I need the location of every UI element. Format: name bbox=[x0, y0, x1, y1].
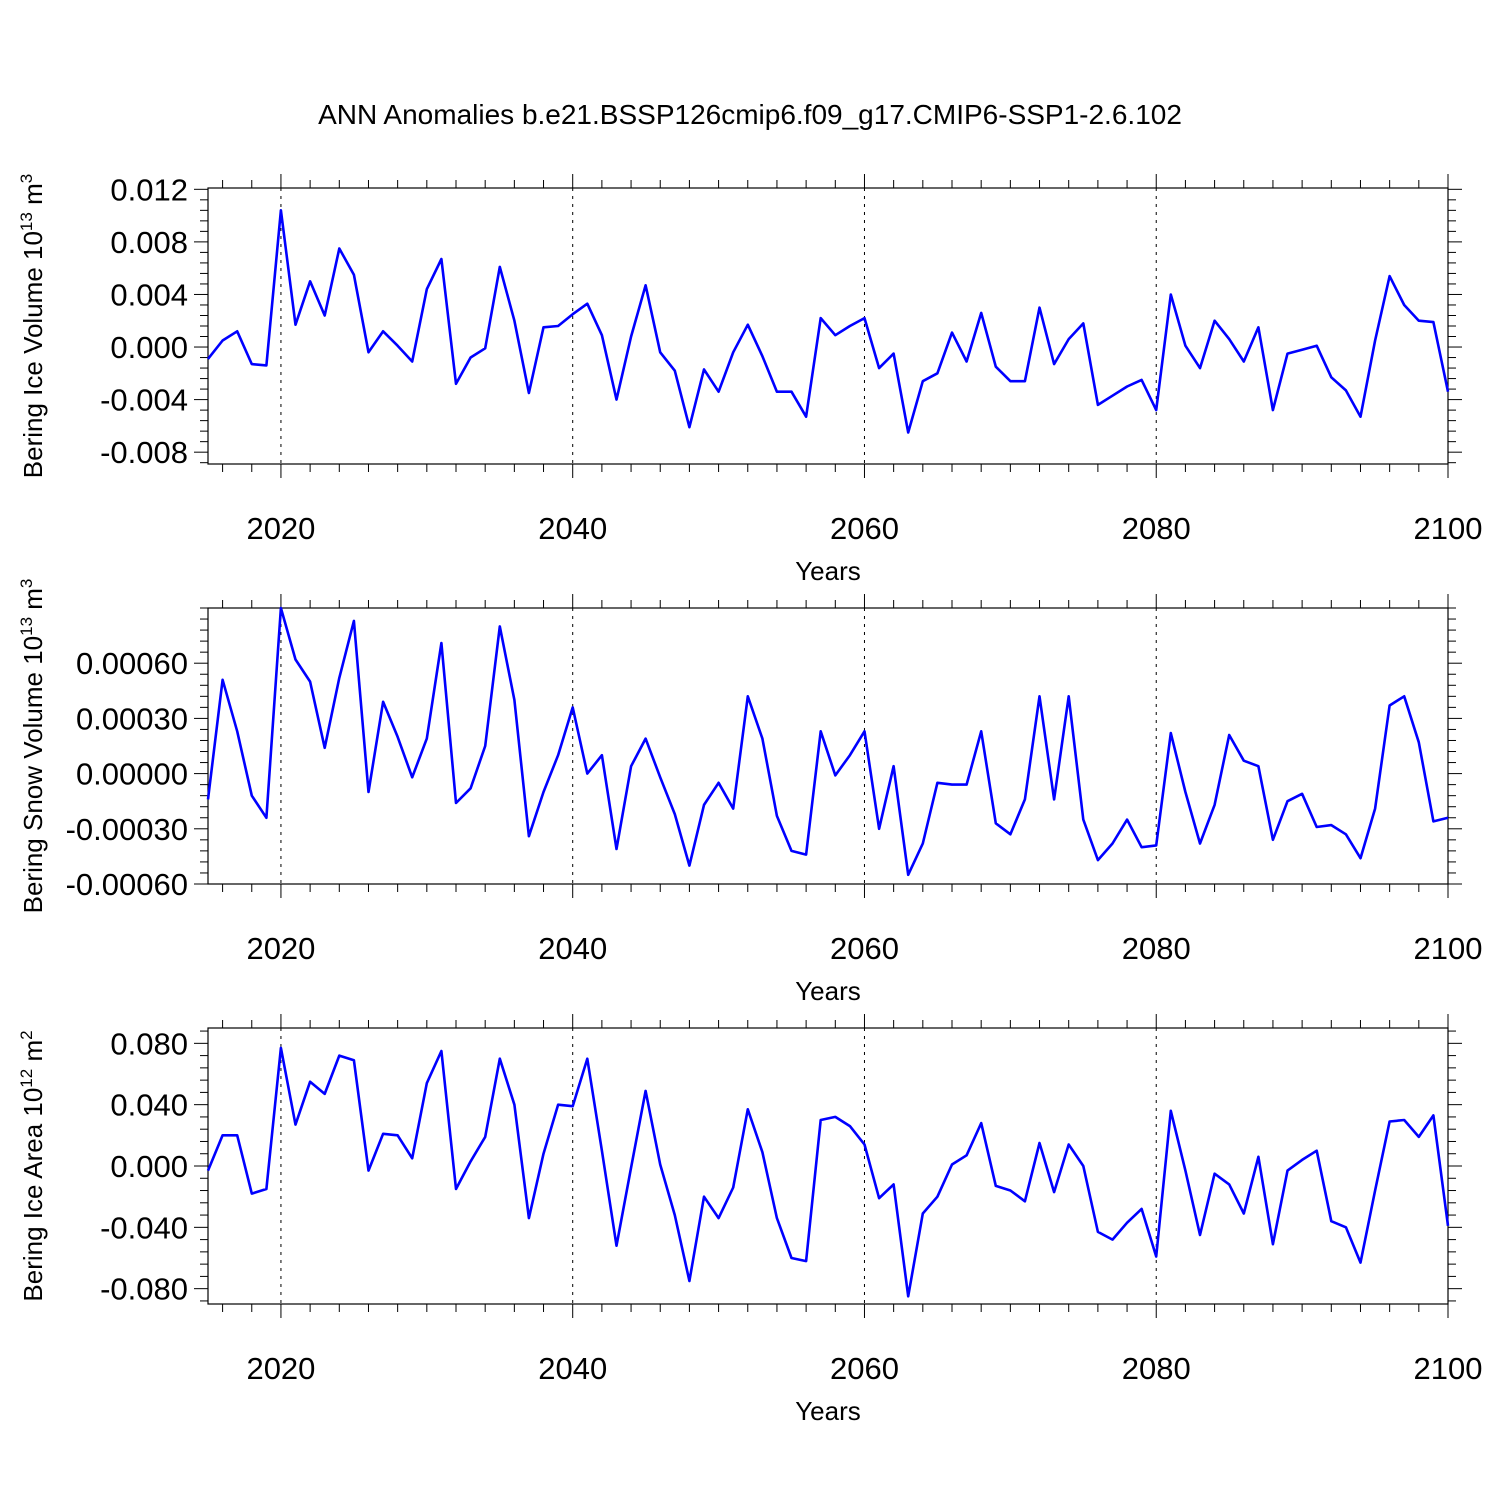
y-axis-title: Bering Ice Volume 1013 m3 bbox=[17, 174, 48, 478]
y-axis-title: Bering Ice Area 1012 m2 bbox=[17, 1030, 48, 1301]
y-axis-title-unit: m bbox=[18, 1040, 48, 1069]
x-tick-label: 2040 bbox=[538, 931, 607, 966]
x-tick-label: 2040 bbox=[538, 1351, 607, 1386]
y-tick-label: 0.00060 bbox=[76, 646, 188, 681]
x-tick-label: 2100 bbox=[1414, 511, 1483, 546]
y-axis-title-exponent: 12 bbox=[17, 1069, 36, 1088]
y-axis-title: Bering Snow Volume 1013 m3 bbox=[17, 579, 48, 914]
panel-3: 0.080 0.040 0.000 -0.040 -0.080 2020 2040 2060 2… bbox=[17, 1014, 1482, 1426]
y-axis-title-power: 3 bbox=[17, 579, 36, 588]
y-tick-label: 0.080 bbox=[110, 1026, 188, 1061]
x-tick-label: 2020 bbox=[246, 931, 315, 966]
x-tick-label: 2080 bbox=[1122, 511, 1191, 546]
x-tick-label: 2080 bbox=[1122, 1351, 1191, 1386]
x-tick-label: 2100 bbox=[1414, 1351, 1483, 1386]
plot-frame bbox=[207, 607, 1449, 885]
y-tick-label: 0.040 bbox=[110, 1088, 188, 1123]
y-axis-title-power: 2 bbox=[17, 1030, 36, 1039]
series-line bbox=[206, 606, 1449, 877]
x-tick-label: 2100 bbox=[1414, 931, 1483, 966]
x-axis-title: Years bbox=[795, 1396, 861, 1426]
y-axis-title-exponent: 13 bbox=[17, 212, 36, 231]
y-axis-title-text: Bering Ice Area 10 bbox=[18, 1088, 48, 1302]
y-axis-title-unit: m bbox=[18, 588, 48, 617]
y-tick-label: 0.00000 bbox=[76, 757, 188, 792]
y-axis-title-power: 3 bbox=[17, 174, 36, 183]
x-tick-label: 2060 bbox=[830, 511, 899, 546]
y-tick-label: -0.00060 bbox=[66, 867, 188, 902]
panel-1: 0.012 0.008 0.004 0.000 -0.004 -0.008 2020 2040… bbox=[17, 172, 1482, 586]
y-tick-label: -0.080 bbox=[100, 1272, 188, 1307]
series-line bbox=[206, 209, 1450, 434]
x-axis-title: Years bbox=[795, 976, 861, 1006]
y-tick-label: 0.00030 bbox=[76, 701, 188, 736]
y-axis-title-text: Bering Snow Volume 10 bbox=[18, 636, 48, 914]
panel-2: 0.00060 0.00030 0.00000 -0.00030 -0.00060 202… bbox=[17, 579, 1482, 1006]
y-tick-label: -0.040 bbox=[100, 1210, 188, 1245]
y-axis-title-text: Bering Ice Volume 10 bbox=[18, 231, 48, 478]
y-axis-title-unit: m bbox=[18, 183, 48, 212]
series-line bbox=[206, 1046, 1450, 1298]
figure-title: ANN Anomalies b.e21.BSSP126cmip6.f09_g17… bbox=[318, 99, 1182, 130]
y-tick-label: -0.008 bbox=[100, 435, 188, 470]
x-axis-title: Years bbox=[795, 556, 861, 586]
y-tick-label: 0.000 bbox=[110, 330, 188, 365]
y-tick-label: -0.00030 bbox=[66, 812, 188, 847]
y-tick-label: 0.012 bbox=[110, 172, 188, 207]
y-tick-label: 0.000 bbox=[110, 1149, 188, 1184]
y-tick-label: -0.004 bbox=[100, 383, 188, 418]
y-axis-title-exponent: 13 bbox=[17, 617, 36, 636]
x-tick-label: 2060 bbox=[830, 1351, 899, 1386]
x-tick-label: 2020 bbox=[246, 1351, 315, 1386]
x-tick-label: 2020 bbox=[246, 511, 315, 546]
x-tick-label: 2080 bbox=[1122, 931, 1191, 966]
panels: 0.012 0.008 0.004 0.000 -0.004 -0.008 2020 2040… bbox=[17, 172, 1482, 1426]
y-tick-label: 0.004 bbox=[110, 277, 188, 312]
x-tick-label: 2060 bbox=[830, 931, 899, 966]
x-tick-label: 2040 bbox=[538, 511, 607, 546]
y-tick-label: 0.008 bbox=[110, 225, 188, 260]
